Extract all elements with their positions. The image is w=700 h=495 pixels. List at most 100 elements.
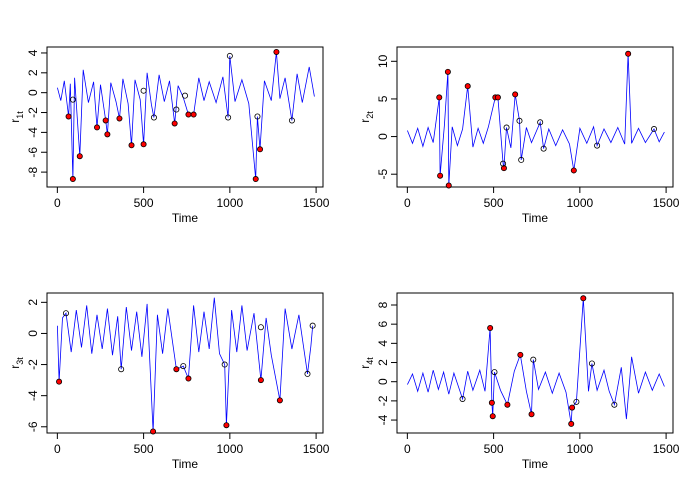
point [588, 360, 595, 367]
y-axis-label-sub: 2t [365, 111, 375, 119]
point [594, 142, 601, 149]
point [489, 413, 496, 420]
point [181, 92, 188, 99]
y-axis-label: r3t [8, 357, 25, 369]
y-axis-label-base: r [358, 119, 372, 123]
point [530, 356, 537, 363]
panel: 0 500 1000 1500 -8 -6 -4 -2 0 2 4 Time r1t [8, 46, 330, 225]
y-tick-label: 6 [376, 321, 390, 328]
y-axis-label-sub: 3t [15, 357, 25, 365]
point [56, 378, 63, 385]
point [580, 295, 587, 302]
y-axis-label-sub: 1t [15, 111, 25, 119]
y-tick-label: 4 [376, 340, 390, 347]
point [173, 366, 180, 373]
series-line [57, 51, 315, 180]
y-tick-label: -6 [26, 147, 40, 158]
y-axis-label: r1t [8, 111, 25, 123]
x-tick-label: 1500 [653, 196, 680, 210]
point [503, 124, 510, 131]
point [180, 363, 187, 370]
y-tick-label: 4 [26, 49, 40, 56]
point [436, 94, 443, 101]
x-tick-label: 500 [484, 196, 504, 210]
point [221, 361, 228, 368]
y-tick-label: 0 [26, 330, 40, 337]
point [537, 119, 544, 126]
point [464, 83, 471, 90]
point [185, 111, 192, 118]
y-tick-label: 5 [376, 95, 390, 102]
x-tick-label: 0 [404, 442, 411, 456]
point [225, 114, 232, 121]
point [128, 142, 135, 149]
y-axis-label-base: r [8, 119, 22, 123]
x-tick-label: 0 [54, 196, 61, 210]
point [500, 160, 507, 167]
x-axis-label: Time [522, 211, 549, 225]
y-tick-label: -4 [26, 127, 40, 138]
x-tick-label: 500 [484, 442, 504, 456]
point [140, 141, 147, 148]
x-tick-label: 1500 [303, 442, 330, 456]
x-axis-label: Time [172, 211, 199, 225]
plot-frame [396, 292, 674, 434]
y-tick-label: -6 [26, 421, 40, 432]
y-tick-label: 10 [376, 54, 390, 68]
point [625, 50, 632, 57]
y-axis-label-sub: 4t [365, 357, 375, 365]
y-tick-label: 0 [376, 378, 390, 385]
y-axis-label: r4t [358, 357, 375, 369]
point [500, 165, 507, 172]
point [173, 106, 180, 113]
y-tick-label: -8 [26, 166, 40, 177]
x-tick-label: 1500 [653, 442, 680, 456]
point [573, 398, 580, 405]
point [140, 87, 147, 94]
point [459, 395, 466, 402]
y-tick-label: -5 [376, 169, 390, 180]
y-tick-label: -4 [376, 414, 390, 425]
point [445, 182, 452, 189]
point [65, 113, 72, 120]
y-tick-label: 2 [26, 69, 40, 76]
y-tick-label: 0 [376, 133, 390, 140]
point [69, 96, 76, 103]
y-tick-label: -2 [26, 107, 40, 118]
point [252, 176, 259, 183]
point [223, 422, 230, 429]
x-tick-label: 1000 [566, 196, 593, 210]
point [528, 411, 535, 418]
x-axis-label: Time [522, 457, 549, 471]
point [288, 117, 295, 124]
point [611, 401, 618, 408]
point [309, 322, 316, 329]
x-tick-label: 1000 [216, 442, 243, 456]
point [94, 124, 101, 131]
y-tick-label: 8 [376, 301, 390, 308]
y-tick-label: 0 [26, 89, 40, 96]
y-tick-label: 2 [26, 299, 40, 306]
point [171, 120, 178, 127]
x-tick-label: 0 [54, 442, 61, 456]
point [104, 131, 111, 138]
x-tick-label: 1000 [216, 196, 243, 210]
x-tick-label: 1500 [303, 196, 330, 210]
y-axis-label-base: r [358, 365, 372, 369]
x-tick-label: 500 [134, 442, 154, 456]
y-tick-label: -4 [26, 390, 40, 401]
point [102, 117, 109, 124]
point [257, 146, 264, 153]
y-tick-label: -2 [376, 395, 390, 406]
series-line [407, 298, 665, 424]
point [651, 126, 658, 133]
point [570, 167, 577, 174]
point [504, 401, 511, 408]
y-tick-label: -2 [26, 359, 40, 370]
point [273, 48, 280, 55]
point [569, 404, 576, 411]
point [257, 377, 264, 384]
point [494, 94, 501, 101]
x-axis-label: Time [172, 457, 199, 471]
